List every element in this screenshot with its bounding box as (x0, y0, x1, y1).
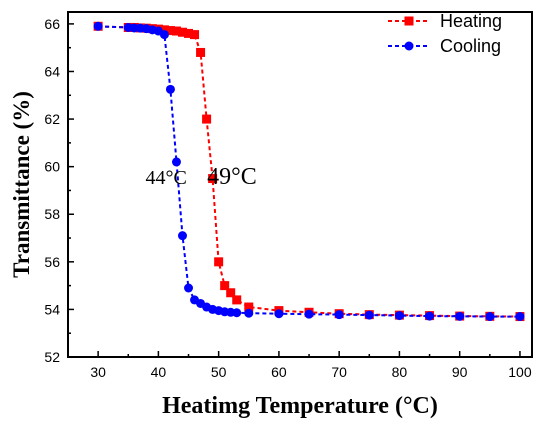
y-tick-label: 58 (44, 206, 60, 222)
data-point (244, 308, 254, 318)
data-point (232, 295, 242, 305)
x-axis-title: Heatimg Temperature (°C) (162, 393, 438, 419)
data-point (184, 28, 194, 38)
annotation-label: 49°C (207, 164, 257, 190)
x-tick-label: 80 (392, 364, 408, 380)
data-point (304, 309, 314, 319)
data-point (334, 310, 344, 320)
y-axis-title: Transmittance (%) (9, 91, 34, 278)
legend-label: Heating (440, 11, 502, 31)
y-tick-label: 56 (44, 254, 60, 270)
data-point (171, 26, 181, 36)
axes-layer: 30 40 50 60 70 80 90 100 52 54 56 58 60 62 64 66 Heatimg… (9, 16, 532, 419)
data-point (394, 311, 404, 321)
series-line (98, 25, 520, 318)
x-tick-label: 60 (271, 364, 287, 380)
data-point (177, 231, 187, 241)
x-tick-label: 100 (508, 364, 532, 380)
data-point (202, 114, 212, 124)
legend-marker (404, 41, 414, 51)
data-point (165, 26, 175, 36)
data-point (159, 25, 169, 35)
plot-frame (67, 11, 533, 358)
y-tick-label: 66 (44, 16, 60, 32)
data-point (177, 27, 187, 37)
legend-label: Cooling (440, 36, 501, 56)
y-tick-label: 62 (44, 111, 60, 127)
y-tick-label: 54 (44, 301, 60, 317)
data-point (184, 283, 194, 293)
data-point (364, 310, 374, 320)
data-point (515, 312, 525, 322)
legend: Heating Cooling (388, 11, 502, 56)
data-point (220, 281, 230, 291)
data-point (190, 30, 200, 40)
plot-area (67, 11, 533, 358)
data-point (93, 21, 103, 31)
annotation-label: 44°C (146, 167, 187, 189)
x-tick-label: 70 (331, 364, 347, 380)
series-cooling (93, 21, 525, 322)
data-point (196, 47, 206, 57)
series-layer (93, 21, 525, 322)
data-point (159, 30, 169, 40)
data-point (171, 157, 181, 167)
annotations: 44°C 49°C (146, 164, 257, 190)
data-point (244, 302, 254, 312)
y-tick-label: 64 (44, 63, 60, 79)
x-tick-label: 90 (452, 364, 468, 380)
data-point (425, 311, 435, 321)
data-point (232, 308, 242, 318)
data-point (165, 84, 175, 94)
data-point (208, 174, 218, 184)
data-point (485, 312, 495, 322)
x-tick-label: 50 (211, 364, 227, 380)
x-tick-label: 30 (90, 364, 106, 380)
data-point (274, 309, 284, 319)
data-point (214, 257, 224, 267)
legend-marker (404, 16, 414, 26)
legend-entry: Heating (388, 11, 502, 31)
data-point (455, 311, 465, 321)
legend-entry: Cooling (388, 36, 501, 56)
data-point (226, 288, 236, 298)
y-tick-label: 52 (44, 349, 60, 365)
x-tick-label: 40 (151, 364, 167, 380)
y-tick-label: 60 (44, 159, 60, 175)
